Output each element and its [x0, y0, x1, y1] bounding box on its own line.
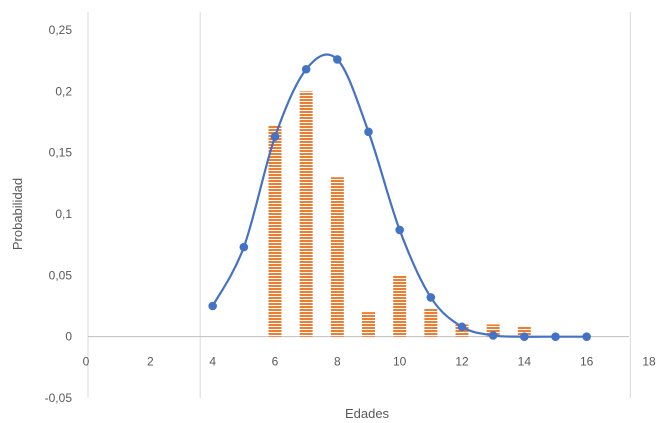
- x-tick-label: 6: [272, 355, 279, 369]
- y-tick-label: 0,05: [49, 268, 73, 282]
- line-point: [301, 64, 311, 74]
- y-tick-label: 0,2: [55, 84, 72, 98]
- x-tick-label: 4: [209, 355, 216, 369]
- line-point: [395, 225, 404, 235]
- x-tick-label: 0: [83, 355, 90, 369]
- line-point: [333, 55, 342, 64]
- y-axis-label: Probabilidad: [10, 178, 25, 250]
- line-point: [551, 332, 560, 341]
- bar: [362, 312, 375, 337]
- y-tick-label: 0,1: [55, 207, 72, 221]
- x-axis-label: Edades: [345, 406, 390, 421]
- y-tick-label: -0,05: [45, 391, 73, 405]
- line-point: [208, 301, 217, 311]
- line-point: [582, 332, 591, 341]
- line-point: [364, 127, 373, 137]
- x-tick-label: 14: [518, 355, 532, 369]
- line-point: [457, 322, 467, 332]
- x-tick-label: 8: [334, 355, 341, 369]
- x-tick-label: 2: [147, 355, 154, 369]
- line-point: [239, 242, 249, 252]
- bar: [330, 177, 344, 337]
- line-point: [520, 332, 529, 341]
- bar: [268, 125, 282, 337]
- bar: [299, 91, 313, 337]
- x-tick-label: 12: [455, 355, 469, 369]
- x-tick-label: 18: [642, 355, 656, 369]
- bar: [393, 275, 407, 337]
- line-point: [426, 293, 436, 302]
- x-tick-label: 16: [580, 355, 594, 369]
- y-tick-label: 0,15: [49, 146, 73, 160]
- bar: [424, 308, 438, 337]
- line-point: [488, 331, 498, 340]
- bar: [517, 326, 531, 337]
- y-tick-label: 0,25: [49, 23, 73, 37]
- y-tick-label: 0: [65, 330, 72, 344]
- x-tick-label: 10: [393, 355, 407, 369]
- line-point: [270, 132, 280, 142]
